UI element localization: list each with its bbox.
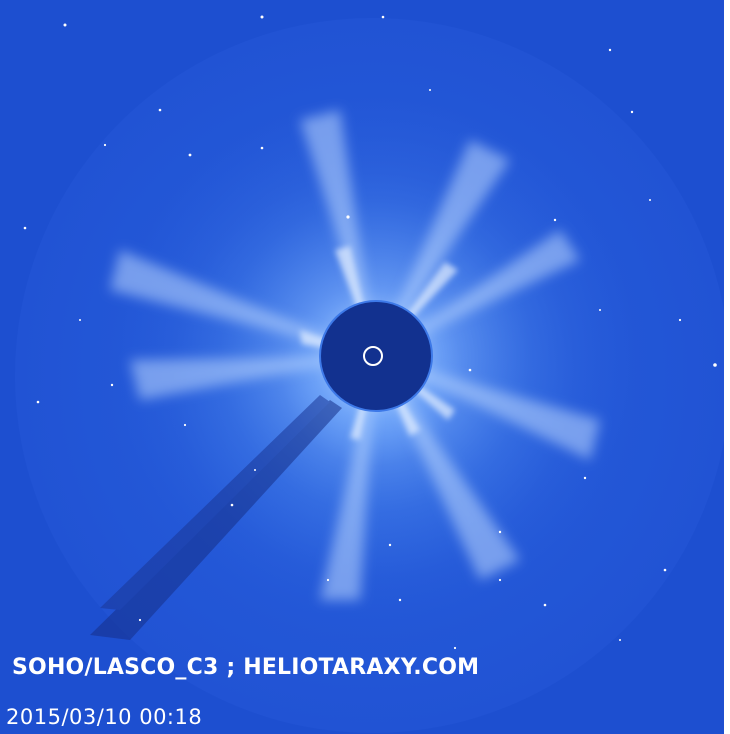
- sun-position-circle: [363, 346, 383, 366]
- instrument-caption: SOHO/LASCO_C3 ; HELIOTARAXY.COM: [12, 655, 480, 680]
- timestamp-label: 2015/03/10 00:18: [6, 705, 203, 729]
- image-border: [724, 0, 730, 734]
